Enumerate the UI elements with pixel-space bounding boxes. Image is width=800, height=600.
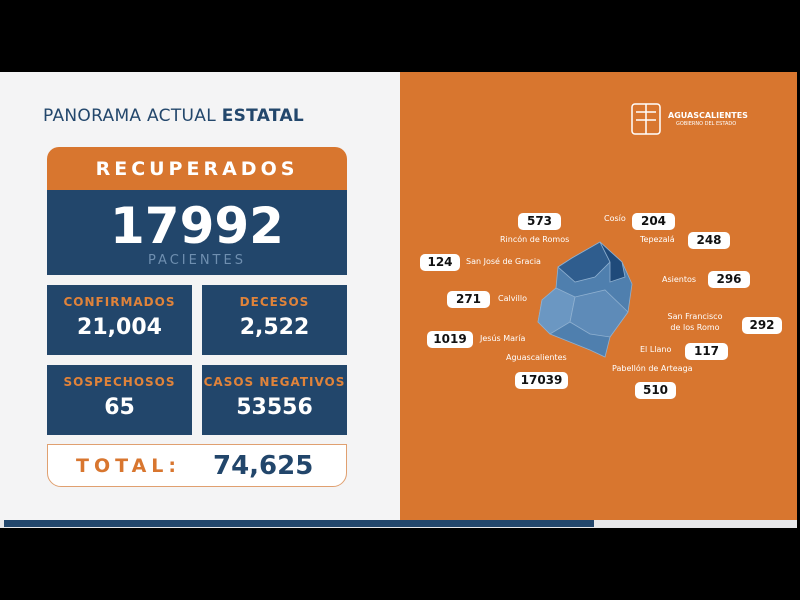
map	[537, 103, 661, 358]
municipality-value: 248	[688, 232, 730, 249]
municipality-name: Jesús María	[480, 334, 526, 343]
municipality-name: Asientos	[662, 275, 697, 284]
title: PANORAMA ACTUAL ESTATAL	[43, 106, 304, 126]
total-value: 74,625	[213, 451, 314, 481]
logo-name: AGUASCALIENTES	[668, 111, 748, 120]
stat-label: CASOS NEGATIVOS	[203, 375, 346, 389]
title-bold: ESTATAL	[221, 106, 305, 126]
stat-value: 2,522	[239, 315, 310, 340]
state-map	[537, 241, 633, 358]
municipality-value: 17039	[515, 372, 568, 389]
logo-icon	[631, 103, 661, 135]
municipality-name: Cosío	[604, 214, 626, 223]
municipality-name: San José de Gracia	[466, 257, 541, 266]
municipality-name: San Francisco de los Romo	[667, 312, 723, 332]
municipality-name: Rincón de Romos	[500, 235, 570, 244]
municipality-name: Pabellón de Arteaga	[612, 364, 693, 373]
municipality-name: Tepezalá	[640, 235, 675, 244]
total-box: TOTAL: 74,625	[47, 444, 347, 487]
municipality-name: Aguascalientes	[506, 353, 567, 362]
municipality-value: 117	[685, 343, 728, 360]
recovered-label: RECUPERADOS	[47, 147, 347, 190]
stat-box: SOSPECHOSOS 65	[47, 365, 192, 435]
stat-box: CONFIRMADOS 21,004	[47, 285, 192, 355]
stat-label: DECESOS	[239, 295, 310, 309]
stat-box: DECESOS 2,522	[202, 285, 347, 355]
recovered-unit: PACIENTES	[148, 253, 246, 268]
logo-subtitle: GOBIERNO DEL ESTADO	[676, 121, 737, 127]
stat-value: 53556	[236, 395, 313, 420]
recovered-value: 17992	[110, 197, 284, 255]
municipality-value: 271	[447, 291, 490, 308]
municipality-name: El Llano	[640, 345, 672, 354]
stat-label: CONFIRMADOS	[63, 295, 176, 309]
bottom-bar	[4, 520, 594, 527]
stat-value: 65	[104, 395, 135, 420]
stat-label: SOSPECHOSOS	[63, 375, 176, 389]
title-text: PANORAMA ACTUAL	[43, 106, 216, 126]
municipality-value: 204	[632, 213, 675, 230]
municipality-value: 124	[420, 254, 460, 271]
municipality-value: 510	[635, 382, 676, 399]
municipality-value: 573	[518, 213, 561, 230]
municipality-name: Calvillo	[498, 294, 528, 303]
recovered-box: 17992 PACIENTES	[47, 190, 347, 275]
stat-value: 21,004	[77, 315, 162, 340]
municipality-value: 1019	[427, 331, 473, 348]
stat-box: CASOS NEGATIVOS 53556	[202, 365, 347, 435]
total-label: TOTAL:	[76, 455, 182, 477]
municipality-value: 292	[742, 317, 782, 334]
municipality-value: 296	[708, 271, 750, 288]
